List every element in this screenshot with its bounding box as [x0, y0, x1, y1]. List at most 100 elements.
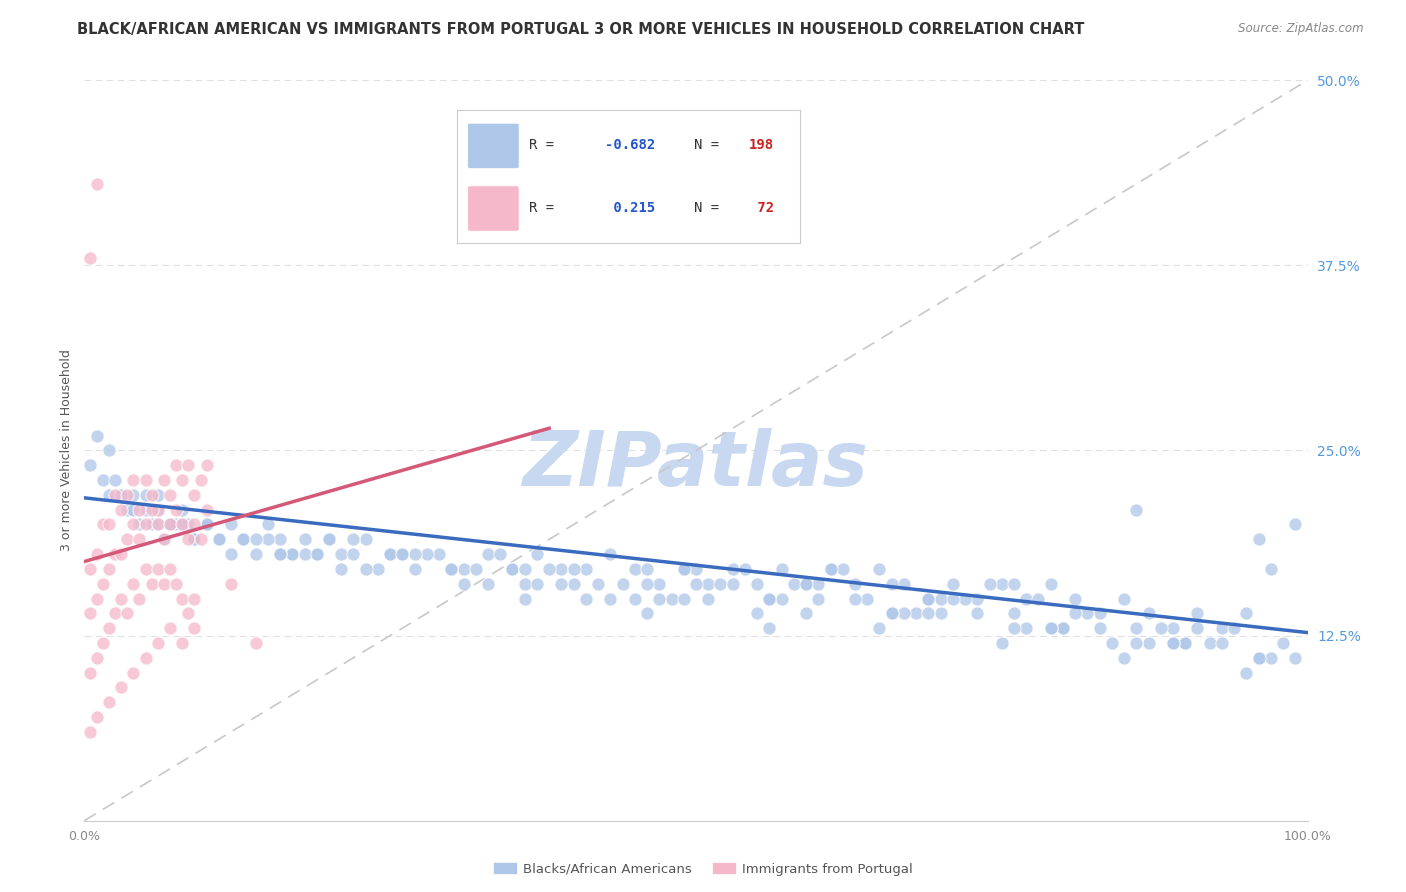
Point: [1247, 650, 1270, 665]
Point: [153, 533, 176, 547]
Point: [599, 591, 621, 606]
Point: [562, 562, 585, 576]
Point: [758, 591, 780, 606]
Point: [245, 547, 267, 561]
Point: [562, 576, 585, 591]
Point: [404, 562, 426, 576]
Point: [1088, 621, 1111, 635]
Point: [97, 695, 120, 709]
Point: [953, 591, 976, 606]
Point: [1002, 607, 1025, 621]
Point: [97, 517, 120, 532]
Point: [1161, 636, 1184, 650]
Point: [880, 607, 903, 621]
Point: [141, 576, 163, 591]
Point: [917, 591, 939, 606]
Point: [79, 251, 101, 265]
Point: [146, 502, 169, 516]
Point: [794, 576, 817, 591]
Point: [97, 443, 120, 458]
Point: [86, 650, 108, 665]
Point: [966, 607, 988, 621]
Point: [183, 533, 205, 547]
Point: [172, 591, 194, 606]
Point: [122, 502, 145, 516]
Point: [305, 547, 328, 561]
Point: [416, 547, 439, 561]
Point: [427, 547, 450, 561]
Point: [1236, 665, 1258, 680]
Point: [159, 488, 181, 502]
Point: [367, 562, 389, 576]
Point: [1211, 636, 1233, 650]
Point: [770, 562, 793, 576]
Point: [844, 576, 866, 591]
Point: [942, 591, 965, 606]
Point: [183, 533, 205, 547]
Point: [305, 547, 328, 561]
Point: [893, 576, 915, 591]
Point: [245, 533, 267, 547]
Point: [165, 517, 187, 532]
Point: [190, 473, 212, 487]
Point: [128, 591, 150, 606]
Point: [844, 591, 866, 606]
Point: [1114, 650, 1136, 665]
Point: [513, 562, 536, 576]
Point: [79, 665, 101, 680]
Point: [104, 488, 127, 502]
Point: [86, 177, 108, 191]
Point: [489, 547, 512, 561]
Point: [91, 636, 114, 650]
Point: [79, 724, 101, 739]
Point: [104, 473, 127, 487]
Point: [97, 562, 120, 576]
Point: [869, 562, 891, 576]
Point: [165, 502, 187, 516]
Point: [281, 547, 304, 561]
Point: [342, 533, 364, 547]
Point: [404, 547, 426, 561]
Point: [1114, 591, 1136, 606]
Point: [110, 547, 132, 561]
Point: [1260, 562, 1282, 576]
Point: [1002, 621, 1025, 635]
Point: [177, 458, 200, 473]
Point: [672, 562, 695, 576]
Point: [172, 517, 194, 532]
Point: [624, 591, 647, 606]
Point: [86, 547, 108, 561]
Point: [172, 636, 194, 650]
Point: [91, 576, 114, 591]
Point: [195, 517, 218, 532]
Point: [91, 473, 114, 487]
Point: [135, 488, 157, 502]
Point: [734, 562, 756, 576]
Point: [177, 607, 200, 621]
Point: [122, 576, 145, 591]
Point: [1247, 533, 1270, 547]
Point: [1198, 636, 1220, 650]
Point: [97, 621, 120, 635]
Point: [526, 547, 548, 561]
Point: [636, 607, 658, 621]
Point: [991, 636, 1014, 650]
Point: [195, 502, 218, 516]
Point: [128, 517, 150, 532]
Point: [794, 576, 817, 591]
Point: [104, 547, 127, 561]
Point: [342, 547, 364, 561]
Point: [966, 591, 988, 606]
Point: [86, 428, 108, 442]
Point: [110, 591, 132, 606]
Point: [97, 488, 120, 502]
Point: [624, 562, 647, 576]
Point: [177, 533, 200, 547]
Point: [354, 533, 377, 547]
Point: [257, 533, 280, 547]
Point: [146, 636, 169, 650]
Point: [269, 547, 291, 561]
Point: [135, 517, 157, 532]
Point: [672, 562, 695, 576]
Point: [453, 576, 475, 591]
